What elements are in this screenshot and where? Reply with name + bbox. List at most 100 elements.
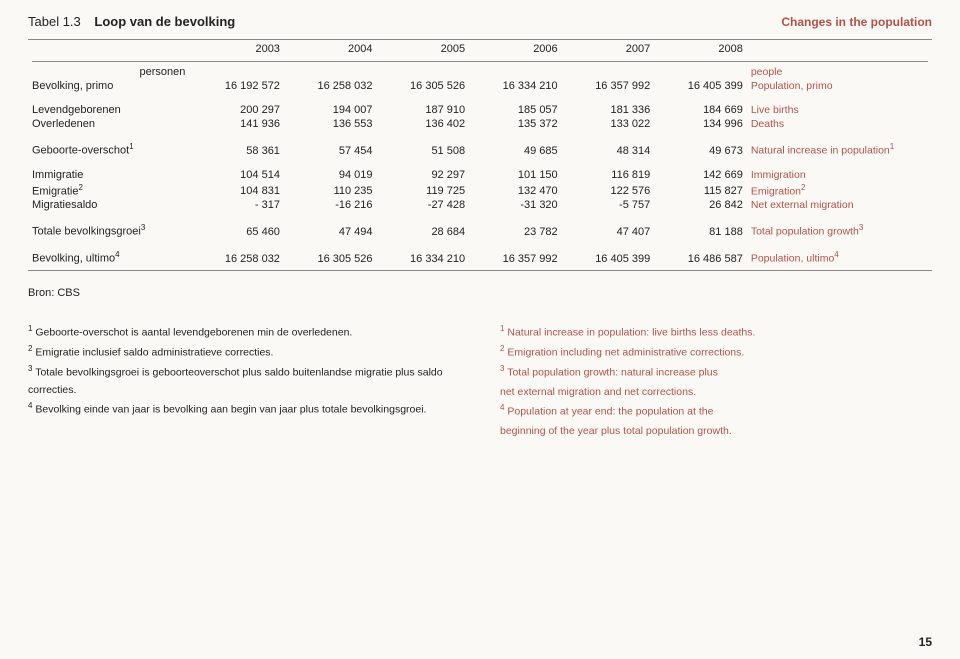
year-col: 2008 bbox=[654, 42, 747, 56]
cell: 136 402 bbox=[377, 117, 470, 131]
cell: 26 842 bbox=[654, 198, 747, 212]
year-col: 2004 bbox=[284, 42, 377, 56]
footnote: 2 Emigratie inclusief saldo administrati… bbox=[28, 343, 460, 361]
footnote: 4 Bevolking einde van jaar is bevolking … bbox=[28, 400, 460, 418]
cell: -27 428 bbox=[377, 198, 470, 212]
table-row: Totale bevolkingsgroei365 46047 49428 68… bbox=[28, 222, 932, 239]
cell: 94 019 bbox=[284, 168, 377, 182]
row-label-en: Deaths bbox=[747, 117, 932, 131]
row-label-en: Total population growth3 bbox=[747, 222, 932, 239]
cell: 16 357 992 bbox=[469, 249, 562, 266]
cell: 49 685 bbox=[469, 141, 562, 158]
block-1: Bevolking, primo16 192 57216 258 03216 3… bbox=[28, 79, 932, 93]
footnotes: 1 Geboorte-overschot is aantal levendgeb… bbox=[28, 323, 932, 442]
row-label-en: Population, primo bbox=[747, 79, 932, 93]
footnote: beginning of the year plus total populat… bbox=[500, 423, 932, 440]
cell: 81 188 bbox=[654, 222, 747, 239]
cell: 57 454 bbox=[284, 141, 377, 158]
unit-en: people bbox=[747, 65, 932, 79]
cell: 132 470 bbox=[469, 182, 562, 199]
footnote: 3 Total population growth: natural incre… bbox=[500, 363, 932, 381]
cell: 104 831 bbox=[191, 182, 284, 199]
row-label-nl: Emigratie2 bbox=[28, 182, 191, 199]
table-row: Immigratie104 51494 01992 297101 150116 … bbox=[28, 168, 932, 182]
cell: 92 297 bbox=[377, 168, 470, 182]
table-row: Overledenen141 936136 553136 402135 3721… bbox=[28, 117, 932, 131]
cell: 16 305 526 bbox=[377, 79, 470, 93]
cell: 16 258 032 bbox=[284, 79, 377, 93]
table-title-nl: Loop van de bevolking bbox=[94, 14, 235, 29]
cell: 23 782 bbox=[469, 222, 562, 239]
block-2: Levendgeborenen200 297194 007187 910185 … bbox=[28, 103, 932, 131]
year-col: 2007 bbox=[562, 42, 655, 56]
cell: 47 494 bbox=[284, 222, 377, 239]
cell: 47 407 bbox=[562, 222, 655, 239]
cell: - 317 bbox=[191, 198, 284, 212]
row-label-nl: Totale bevolkingsgroei3 bbox=[28, 222, 191, 239]
year-col: 2006 bbox=[469, 42, 562, 56]
cell: 133 022 bbox=[562, 117, 655, 131]
cell: 101 150 bbox=[469, 168, 562, 182]
block-5: Totale bevolkingsgroei365 46047 49428 68… bbox=[28, 222, 932, 239]
table-row: Emigratie2104 831110 235119 725132 47012… bbox=[28, 182, 932, 199]
footnote: net external migration and net correctio… bbox=[500, 384, 932, 401]
rule-bottom bbox=[28, 270, 932, 271]
row-label-nl: Bevolking, primo bbox=[28, 79, 191, 93]
cell: 135 372 bbox=[469, 117, 562, 131]
block-3: Geboorte-overschot158 36157 45451 50849 … bbox=[28, 141, 932, 158]
cell: -31 320 bbox=[469, 198, 562, 212]
row-label-nl: Overledenen bbox=[28, 117, 191, 131]
cell: -16 216 bbox=[284, 198, 377, 212]
source: Bron: CBS bbox=[28, 287, 932, 299]
table-row: Migratiesaldo- 317-16 216-27 428-31 320-… bbox=[28, 198, 932, 212]
cell: 16 405 399 bbox=[562, 249, 655, 266]
cell: 51 508 bbox=[377, 141, 470, 158]
table-number: Tabel 1.3 bbox=[28, 14, 81, 29]
footnote: 4 Population at year end: the population… bbox=[500, 402, 932, 420]
footnotes-nl: 1 Geboorte-overschot is aantal levendgeb… bbox=[28, 323, 460, 442]
cell: 16 334 210 bbox=[469, 79, 562, 93]
cell: 122 576 bbox=[562, 182, 655, 199]
row-label-nl: Immigratie bbox=[28, 168, 191, 182]
block-4: Immigratie104 51494 01992 297101 150116 … bbox=[28, 168, 932, 213]
page: Tabel 1.3 Loop van de bevolking Changes … bbox=[0, 0, 960, 441]
cell: 185 057 bbox=[469, 103, 562, 117]
cell: 16 305 526 bbox=[284, 249, 377, 266]
cell: 136 553 bbox=[284, 117, 377, 131]
data-table: 2003 2004 2005 2006 2007 2008 personen p… bbox=[28, 42, 932, 266]
page-number: 15 bbox=[919, 635, 932, 649]
row-label-nl: Migratiesaldo bbox=[28, 198, 191, 212]
cell: 65 460 bbox=[191, 222, 284, 239]
row-label-en: Population, ultimo4 bbox=[747, 249, 932, 266]
footnote: 1 Geboorte-overschot is aantal levendgeb… bbox=[28, 323, 460, 341]
title-row: Tabel 1.3 Loop van de bevolking Changes … bbox=[28, 14, 932, 29]
unit-row: personen people bbox=[28, 65, 932, 79]
table-title-en: Changes in the population bbox=[781, 15, 932, 29]
cell: 58 361 bbox=[191, 141, 284, 158]
footnote: 3 Totale bevolkingsgroei is geboorteover… bbox=[28, 363, 460, 398]
cell: 28 684 bbox=[377, 222, 470, 239]
year-col: 2003 bbox=[191, 42, 284, 56]
header-years: 2003 2004 2005 2006 2007 2008 bbox=[28, 42, 932, 56]
year-col: 2005 bbox=[377, 42, 470, 56]
table-row: Bevolking, ultimo416 258 03216 305 52616… bbox=[28, 249, 932, 266]
cell: 119 725 bbox=[377, 182, 470, 199]
cell: 16 192 572 bbox=[191, 79, 284, 93]
rule-top bbox=[28, 39, 932, 40]
cell: 16 258 032 bbox=[191, 249, 284, 266]
cell: 142 669 bbox=[654, 168, 747, 182]
cell: 141 936 bbox=[191, 117, 284, 131]
table-row: Geboorte-overschot158 36157 45451 50849 … bbox=[28, 141, 932, 158]
cell: 115 827 bbox=[654, 182, 747, 199]
footnote: 1 Natural increase in population: live b… bbox=[500, 323, 932, 341]
unit-nl: personen bbox=[28, 65, 191, 79]
row-label-en: Immigration bbox=[747, 168, 932, 182]
cell: -5 757 bbox=[562, 198, 655, 212]
title-left: Tabel 1.3 Loop van de bevolking bbox=[28, 14, 235, 29]
footnotes-en: 1 Natural increase in population: live b… bbox=[500, 323, 932, 442]
footnote: 2 Emigration including net administrativ… bbox=[500, 343, 932, 361]
row-label-en: Net external migration bbox=[747, 198, 932, 212]
cell: 110 235 bbox=[284, 182, 377, 199]
cell: 134 996 bbox=[654, 117, 747, 131]
row-label-nl: Geboorte-overschot1 bbox=[28, 141, 191, 158]
